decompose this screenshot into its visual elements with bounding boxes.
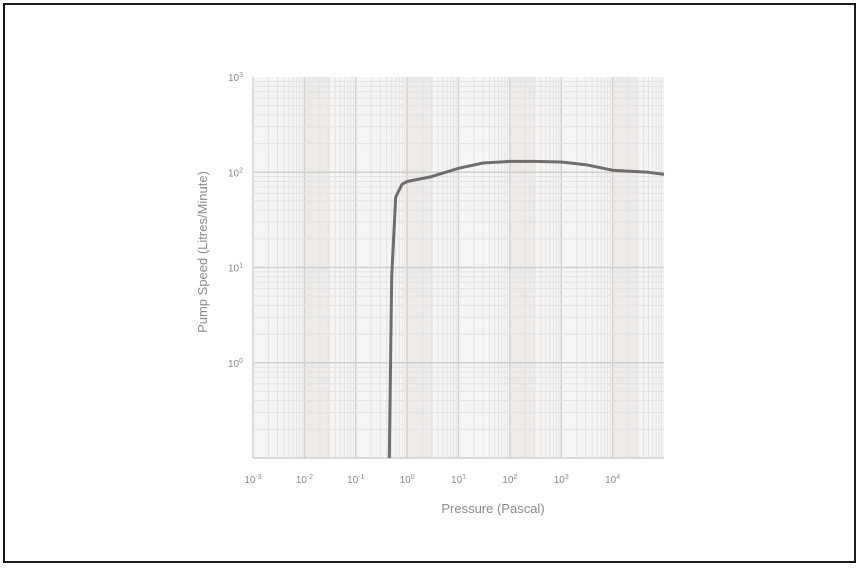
series-line-0	[387, 159, 665, 459]
y-tick-label: 100	[228, 358, 243, 370]
x-axis-label: Pressure (Pascal)	[441, 501, 544, 516]
tick-labels: 10-3 10-2 10-1 100 101 102 103 104 100 101 102 103	[228, 72, 620, 486]
x-tick-label: 10-3	[244, 474, 261, 486]
x-tick-label: 101	[451, 474, 466, 486]
x-tick-label: 103	[554, 474, 569, 486]
y-tick-label: 101	[228, 263, 243, 275]
x-tick-label: 10-2	[296, 474, 313, 486]
y-axis-label: Pump Speed (Litres/Minute)	[195, 171, 210, 333]
grid-lines	[252, 77, 664, 459]
x-tick-label: 102	[502, 474, 517, 486]
series-group	[387, 159, 665, 459]
x-tick-label: 100	[400, 474, 415, 486]
x-tick-label: 104	[605, 474, 620, 486]
y-tick-label: 103	[228, 72, 243, 84]
x-tick-label: 10-1	[347, 474, 364, 486]
y-tick-label: 102	[228, 167, 243, 179]
